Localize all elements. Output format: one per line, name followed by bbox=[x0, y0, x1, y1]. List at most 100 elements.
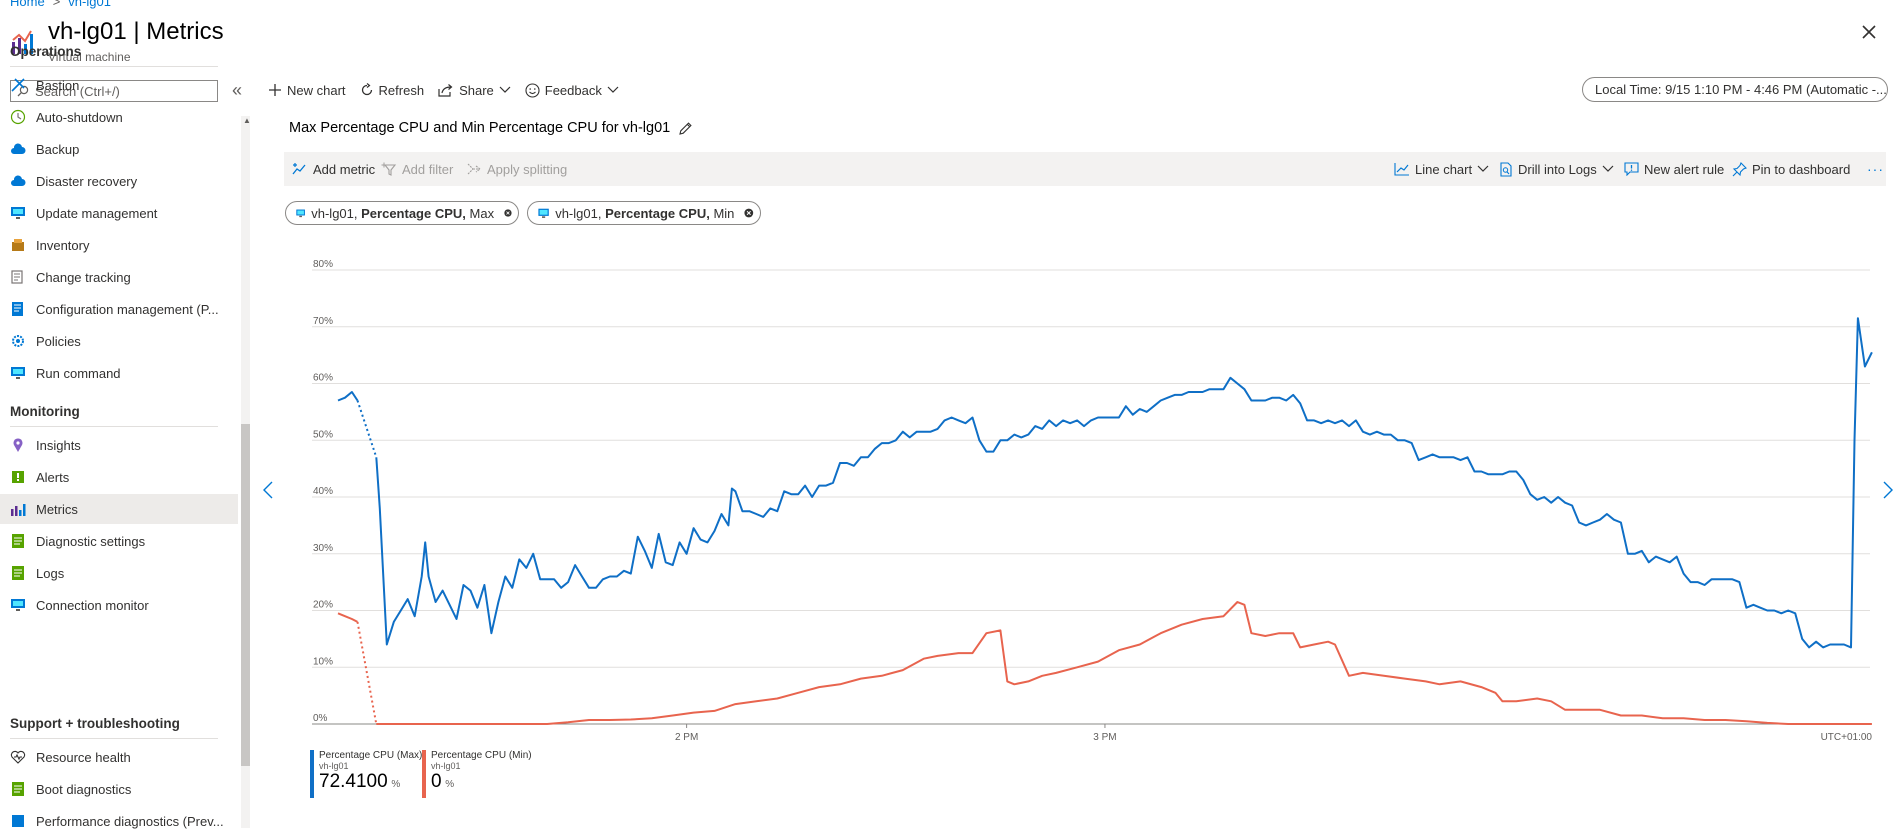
apply-splitting-button[interactable]: Apply splitting bbox=[466, 152, 567, 186]
metrics-app-icon bbox=[12, 30, 33, 54]
search-icon bbox=[17, 85, 29, 97]
refresh-button[interactable]: Refresh bbox=[360, 83, 424, 98]
sidebar-item-label: Bastion bbox=[36, 77, 80, 93]
sidebar-item-auto-shutdown[interactable]: Auto-shutdown bbox=[0, 102, 238, 132]
sidebar-item-icon bbox=[10, 173, 26, 189]
drill-into-logs-label: Drill into Logs bbox=[1518, 161, 1597, 177]
chevron-down-icon bbox=[499, 86, 511, 93]
add-filter-button[interactable]: Add filter bbox=[381, 152, 453, 186]
new-chart-button[interactable]: New chart bbox=[268, 83, 346, 98]
remove-metric-icon[interactable] bbox=[504, 207, 512, 219]
sidebar-item-boot-diagnostics[interactable]: Boot diagnostics bbox=[0, 774, 238, 804]
scroll-up-arrow-icon[interactable]: ▲ bbox=[243, 116, 251, 125]
sidebar-scrollbar-thumb[interactable] bbox=[241, 424, 250, 766]
sidebar-item-update-management[interactable]: Update management bbox=[0, 198, 238, 228]
pin-to-dashboard-button[interactable]: Pin to dashboard bbox=[1732, 152, 1850, 186]
sidebar-item-label: Resource health bbox=[36, 749, 131, 765]
sidebar-item-logs[interactable]: Logs bbox=[0, 558, 238, 588]
disaster-recovery-icon bbox=[11, 175, 26, 186]
sidebar-item-disaster-recovery[interactable]: Disaster recovery bbox=[0, 166, 238, 196]
y-tick-label: 70% bbox=[313, 316, 333, 327]
collapse-sidebar-button[interactable]: « bbox=[232, 80, 243, 100]
sidebar-item-change-tracking[interactable]: Change tracking bbox=[0, 262, 238, 292]
chevron-down-icon bbox=[1477, 165, 1489, 172]
x-tick-label: 3 PM bbox=[1093, 732, 1116, 743]
sidebar-item-performance-diagnostics-prev[interactable]: Performance diagnostics (Prev... bbox=[0, 806, 238, 836]
sidebar-item-label: Connection monitor bbox=[36, 597, 149, 613]
title-separator: | bbox=[133, 18, 140, 45]
drill-into-logs-dropdown[interactable]: Drill into Logs bbox=[1499, 152, 1614, 186]
legend-value: 72.4100 bbox=[319, 771, 388, 792]
pill-aggregation: Max bbox=[469, 205, 495, 221]
legend-resource: vh-lg01 bbox=[431, 761, 461, 771]
feedback-button[interactable]: Feedback bbox=[525, 83, 619, 98]
chevron-left-icon[interactable] bbox=[262, 480, 274, 500]
pill-resource: vh-lg01, bbox=[311, 205, 358, 221]
connection-monitor-icon bbox=[11, 599, 25, 611]
new-alert-rule-button[interactable]: New alert rule bbox=[1624, 152, 1724, 186]
sidebar-item-diagnostic-settings[interactable]: Diagnostic settings bbox=[0, 526, 238, 556]
alerts-icon bbox=[12, 471, 24, 483]
sidebar-item-label: Performance diagnostics (Prev... bbox=[36, 813, 224, 829]
metric-pill-max[interactable]: vh-lg01, Percentage CPU, Max bbox=[285, 201, 519, 225]
sidebar-item-backup[interactable]: Backup bbox=[0, 134, 238, 164]
add-filter-label: Add filter bbox=[402, 161, 454, 177]
y-tick-label: 20% bbox=[313, 600, 333, 611]
sidebar-item-icon bbox=[10, 333, 26, 349]
y-tick-label: 0% bbox=[313, 713, 328, 724]
search-input[interactable] bbox=[33, 82, 217, 100]
sidebar-item-connection-monitor[interactable]: Connection monitor bbox=[0, 590, 238, 620]
metrics-chart-icon bbox=[11, 504, 26, 516]
pill-resource: vh-lg01, bbox=[555, 205, 602, 221]
share-button[interactable]: Share bbox=[438, 83, 511, 98]
pin-icon bbox=[1732, 161, 1747, 176]
breadcrumb-home[interactable]: Home bbox=[10, 0, 45, 9]
y-tick-label: 50% bbox=[313, 429, 333, 440]
sidebar-item-alerts[interactable]: Alerts bbox=[0, 462, 238, 492]
chart-gridlines bbox=[312, 269, 1870, 728]
pencil-edit-icon[interactable] bbox=[678, 121, 693, 136]
close-icon[interactable] bbox=[1859, 22, 1879, 42]
diagnostic-settings-icon bbox=[12, 534, 24, 548]
splitting-icon bbox=[467, 163, 481, 175]
sidebar-item-icon bbox=[10, 781, 26, 797]
pill-aggregation: Min bbox=[713, 205, 735, 221]
time-range-picker[interactable]: Local Time: 9/15 1:10 PM - 4:46 PM (Auto… bbox=[1582, 77, 1888, 102]
sidebar-item-resource-health[interactable]: Resource health bbox=[0, 742, 238, 772]
sidebar-item-policies[interactable]: Policies bbox=[0, 326, 238, 356]
legend-resource: vh-lg01 bbox=[319, 761, 349, 771]
sidebar-item-configuration-management-p[interactable]: Configuration management (P... bbox=[0, 294, 238, 324]
sidebar-item-icon bbox=[10, 749, 26, 765]
sidebar-item-inventory[interactable]: Inventory bbox=[0, 230, 238, 260]
legend-item-max[interactable]: Percentage CPU (Max) vh-lg01 72.4100 % bbox=[310, 750, 422, 798]
sidebar-item-run-command[interactable]: Run command bbox=[0, 358, 238, 388]
virtual-machine-icon bbox=[538, 208, 549, 218]
legend-item-min[interactable]: Percentage CPU (Min) vh-lg01 0 % bbox=[422, 750, 532, 798]
sidebar-item-bastion[interactable]: Bastion bbox=[0, 70, 238, 100]
chart-title-area: Max Percentage CPU and Min Percentage CP… bbox=[289, 120, 693, 136]
add-metric-button[interactable]: Add metric bbox=[292, 152, 375, 186]
legend-value: 0 bbox=[431, 771, 442, 792]
search-box[interactable] bbox=[10, 80, 218, 102]
sidebar-item-icon bbox=[10, 365, 26, 381]
series-line-min bbox=[356, 621, 378, 725]
y-tick-label: 40% bbox=[313, 486, 333, 497]
share-label: Share bbox=[459, 82, 494, 98]
chevron-right-icon[interactable] bbox=[1882, 480, 1894, 500]
sidebar-section-title: Monitoring bbox=[10, 404, 80, 419]
more-options-button[interactable]: ··· bbox=[1867, 161, 1884, 177]
sidebar-item-label: Disaster recovery bbox=[36, 173, 138, 189]
series-line-min bbox=[337, 612, 358, 623]
sidebar-item-icon bbox=[10, 501, 26, 517]
remove-metric-icon[interactable] bbox=[744, 207, 754, 219]
sidebar-item-icon bbox=[10, 565, 26, 581]
sidebar-item-metrics[interactable]: Metrics bbox=[0, 494, 238, 524]
line-chart-dropdown[interactable]: Line chart bbox=[1394, 152, 1489, 186]
legend-color-bar bbox=[310, 750, 314, 798]
breadcrumb-resource[interactable]: vh-lg01 bbox=[68, 0, 111, 9]
metric-pill-min[interactable]: vh-lg01, Percentage CPU, Min bbox=[527, 201, 761, 225]
pin-to-dashboard-label: Pin to dashboard bbox=[1752, 161, 1851, 177]
sidebar-item-insights[interactable]: Insights bbox=[0, 430, 238, 460]
sidebar-item-icon bbox=[10, 237, 26, 253]
